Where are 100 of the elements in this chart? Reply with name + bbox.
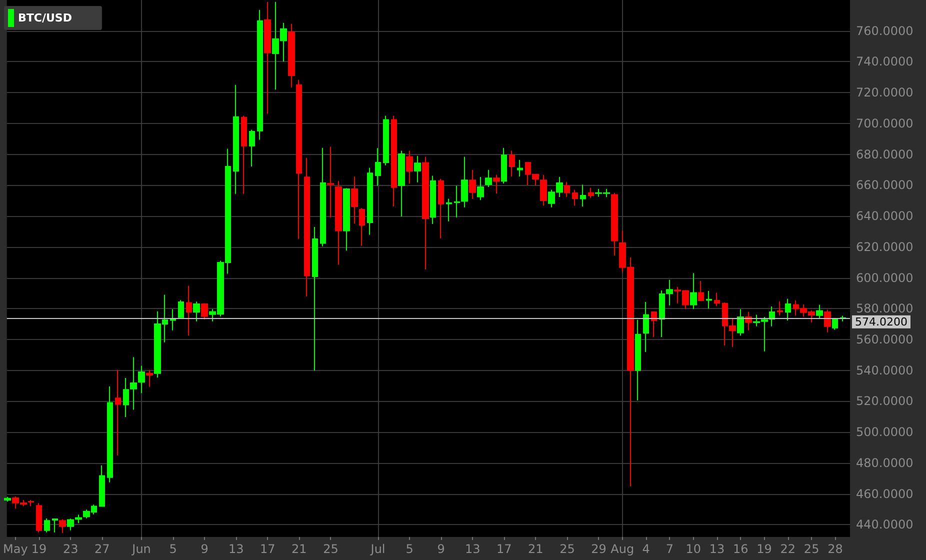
- candlestick: [241, 115, 247, 194]
- candlestick: [832, 318, 838, 330]
- candlestick: [564, 181, 570, 198]
- candlestick: [28, 499, 34, 507]
- x-tick-label: 13: [464, 542, 480, 556]
- x-tick-label: 23: [62, 542, 78, 556]
- candlestick: [320, 147, 326, 247]
- x-tick-label: 21: [292, 542, 307, 556]
- x-tick-label: 4: [642, 542, 650, 556]
- candlestick: [580, 184, 586, 207]
- x-tick-label: 21: [528, 542, 544, 556]
- candlestick: [785, 298, 791, 322]
- candlestick: [107, 386, 113, 483]
- candlestick: [509, 150, 515, 178]
- y-tick-label: 640.0000: [856, 209, 914, 224]
- candlestick: [264, 1, 271, 114]
- candlestick: [288, 23, 295, 88]
- candlestick: [312, 226, 318, 371]
- x-tick-label: Jul: [370, 542, 386, 556]
- candlestick: [186, 285, 192, 336]
- candlestick: [383, 115, 389, 166]
- candlestick: [651, 311, 657, 338]
- candlestick: [115, 369, 121, 456]
- x-tick-label: 29: [591, 542, 606, 556]
- candlestick: [99, 464, 105, 507]
- candlestick: [517, 159, 523, 178]
- y-tick-label: 540.0000: [856, 363, 914, 378]
- candlestick: [501, 147, 507, 184]
- candlestick: [233, 84, 239, 194]
- candlestick: [44, 518, 50, 533]
- candlestick: [422, 156, 429, 270]
- x-tick-label: 28: [828, 542, 843, 556]
- candlestick: [706, 290, 712, 310]
- candlestick: [296, 79, 302, 240]
- x-tick-label: May: [3, 542, 28, 556]
- candlestick: [351, 176, 358, 224]
- y-tick-label: 460.0000: [856, 486, 914, 501]
- candlestick: [52, 518, 58, 533]
- x-tick-label: 25: [804, 542, 820, 556]
- ref-line-label: 574.0200: [855, 315, 908, 328]
- x-tick-label: Aug: [610, 542, 634, 556]
- candlestick: [438, 178, 444, 239]
- candlestick: [375, 148, 381, 186]
- y-tick-label: 720.0000: [856, 86, 914, 100]
- candlestick: [454, 185, 460, 218]
- candlestick: [335, 180, 342, 266]
- candlestick: [193, 301, 200, 322]
- candlestick: [406, 150, 413, 184]
- x-tick-label: 17: [496, 542, 512, 556]
- x-tick-label: 27: [94, 542, 110, 556]
- candlestick: [611, 192, 618, 256]
- candlestick: [391, 115, 397, 207]
- x-tick-label: 25: [323, 542, 338, 556]
- candlestick: [588, 187, 594, 198]
- x-tick-label: 5: [406, 542, 414, 556]
- candlestick: [430, 175, 436, 225]
- candlestick: [304, 157, 310, 297]
- y-tick-label: 680.0000: [856, 147, 914, 162]
- candlestick: [4, 496, 11, 502]
- x-tick-label: 19: [756, 542, 772, 556]
- candlestick: [59, 518, 66, 534]
- candlestick: [572, 189, 578, 206]
- candlestick: [777, 300, 783, 316]
- candlestick: [170, 308, 176, 331]
- candlestick: [178, 300, 184, 318]
- candlestick: [477, 176, 484, 201]
- x-tick-label: 13: [709, 542, 725, 556]
- x-tick-label: 7: [666, 542, 674, 556]
- y-tick-label: 600.0000: [856, 270, 914, 285]
- y-tick-label: 560.0000: [856, 332, 914, 346]
- x-tick-label: 17: [260, 542, 276, 556]
- x-tick-label: 9: [437, 542, 445, 556]
- candlestick: [461, 156, 468, 208]
- x-tick-label: 25: [560, 542, 575, 556]
- x-tick-label: Jun: [131, 542, 151, 556]
- candlestick: [327, 146, 334, 218]
- candlestick: [138, 365, 145, 394]
- candlestick: [635, 319, 641, 401]
- candlestick: [201, 302, 208, 320]
- candlestick: [469, 169, 476, 200]
- x-tick-label: 10: [686, 542, 701, 556]
- candlestick: [698, 280, 704, 302]
- y-tick-label: 620.0000: [856, 240, 914, 254]
- candlestick: [493, 174, 500, 194]
- candlestick: [367, 167, 373, 236]
- candlestick: [446, 198, 452, 222]
- y-tick-label: 520.0000: [856, 394, 914, 408]
- candlestick: [690, 272, 697, 310]
- candlestick: [824, 309, 831, 333]
- x-tick-label: 16: [732, 542, 748, 556]
- x-tick-label: 13: [228, 542, 244, 556]
- candlestick: [714, 292, 720, 306]
- x-tick-label: 9: [200, 542, 208, 556]
- candlestick: [36, 502, 42, 533]
- candlestick: [146, 369, 153, 388]
- legend-label: BTC/USD: [18, 12, 72, 24]
- candlestick: [540, 174, 547, 206]
- y-tick-label: 740.0000: [856, 54, 914, 69]
- candlestick: [257, 9, 263, 140]
- candlestick: [737, 308, 744, 336]
